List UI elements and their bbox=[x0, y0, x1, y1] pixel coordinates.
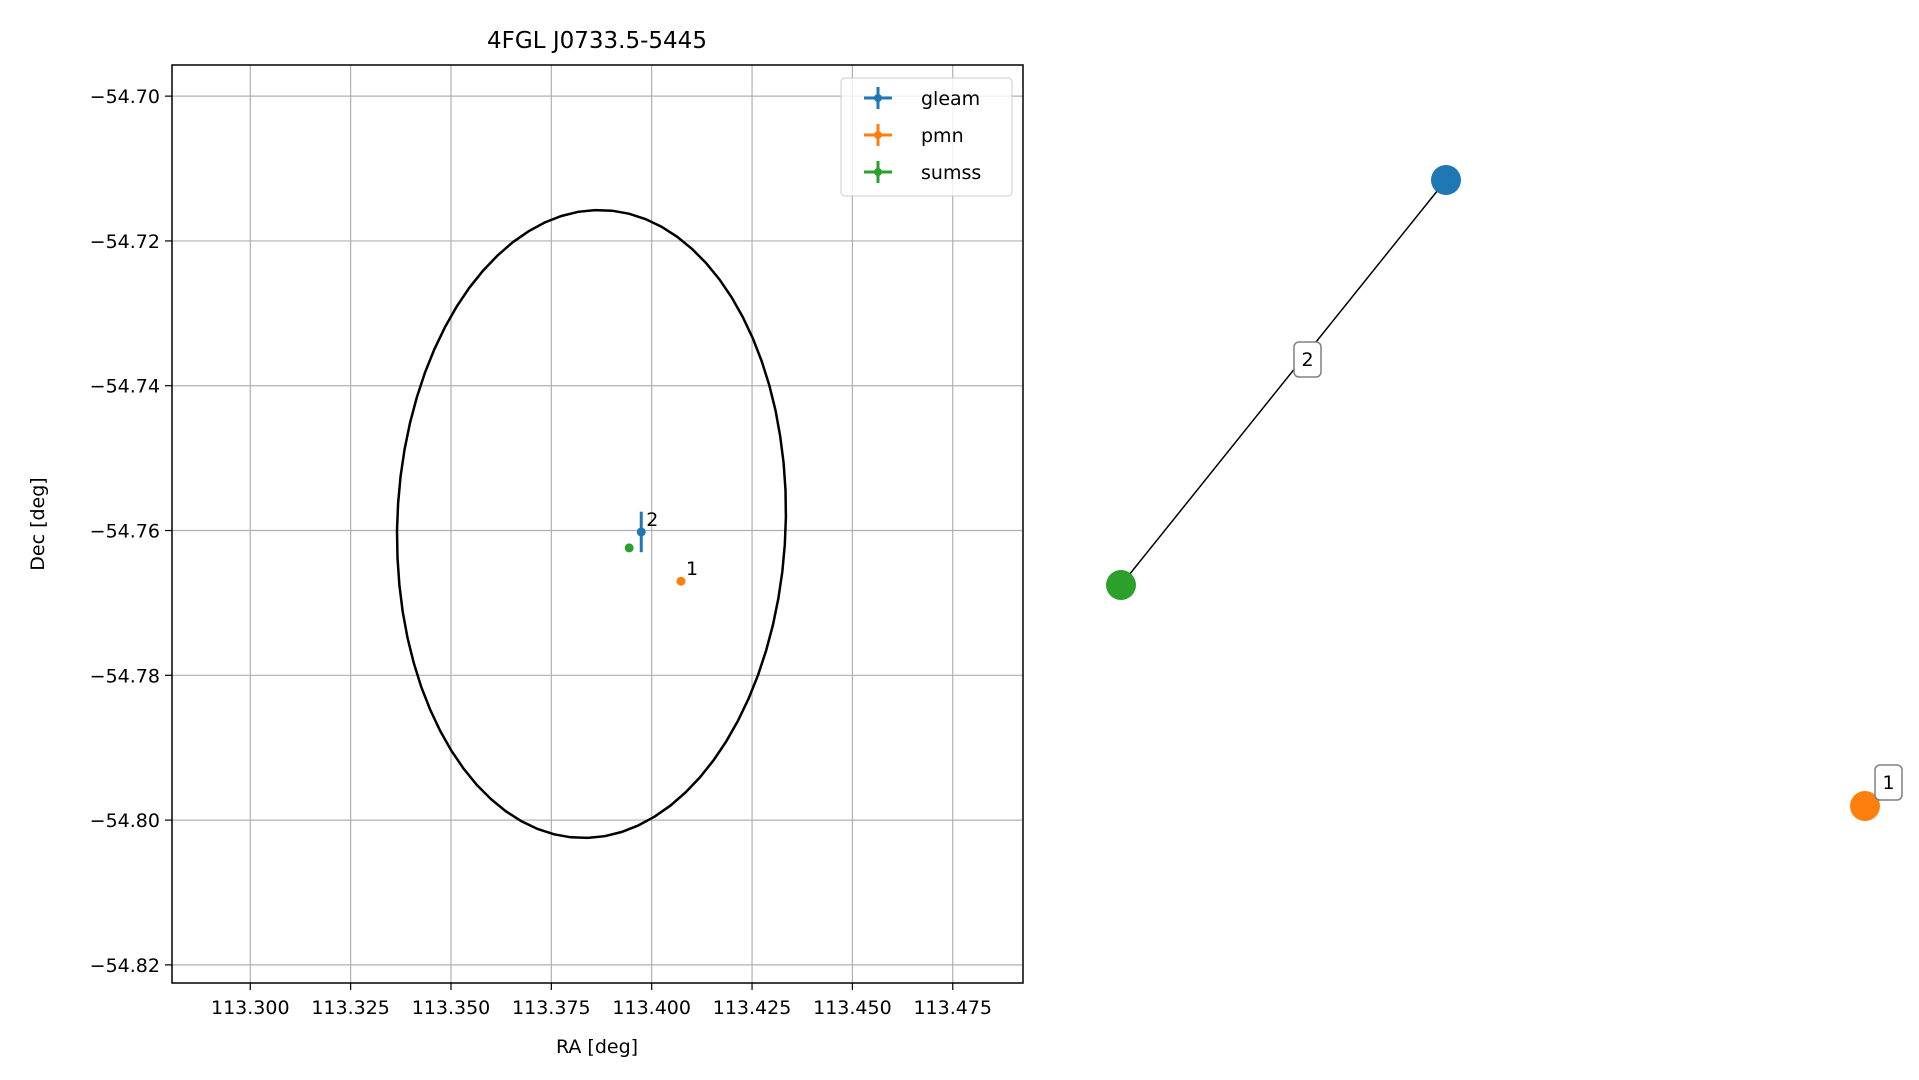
legend-box bbox=[840, 77, 1013, 197]
y-tick-label: −54.78 bbox=[90, 665, 160, 687]
point-sumss bbox=[624, 543, 634, 553]
y-tick-label: −54.74 bbox=[90, 376, 160, 398]
node-pmn bbox=[1850, 791, 1880, 821]
y-tick-label: −54.72 bbox=[90, 231, 160, 253]
x-tick-label: 113.425 bbox=[713, 997, 792, 1019]
grid-lines bbox=[172, 65, 1023, 983]
legend-marker-pmn bbox=[864, 124, 892, 146]
node-gleam bbox=[1431, 165, 1461, 195]
legend-label-sumss: sumss bbox=[921, 162, 981, 184]
legend-marker-sumss bbox=[864, 161, 892, 183]
y-tick-label: −54.80 bbox=[90, 810, 160, 832]
x-axis-ticks: 113.300 113.325 113.350 113.375 113.400 113.4… bbox=[211, 983, 992, 1019]
x-tick-label: 113.325 bbox=[311, 997, 390, 1019]
x-tick-label: 113.475 bbox=[913, 997, 992, 1019]
x-axis-label: RA [deg] bbox=[556, 1036, 638, 1058]
x-tick-label: 113.375 bbox=[512, 997, 591, 1019]
x-tick-label: 113.300 bbox=[211, 997, 290, 1019]
node-sumss bbox=[1106, 570, 1136, 600]
edge-label-box: 2 bbox=[1293, 341, 1322, 378]
node-label-box: 1 bbox=[1874, 764, 1903, 801]
y-tick-label: −54.82 bbox=[90, 955, 160, 977]
legend: gleam pmn sumss bbox=[840, 77, 1013, 197]
point-gleam bbox=[636, 527, 646, 537]
point-label-pmn: 1 bbox=[686, 558, 698, 580]
scatter-chart: 21 113.300 113.325 113.350 113.375 113.400 11… bbox=[27, 28, 1024, 1058]
legend-label-pmn: pmn bbox=[921, 125, 964, 147]
y-axis-label: Dec [deg] bbox=[27, 477, 49, 570]
x-tick-label: 113.450 bbox=[813, 997, 892, 1019]
error-ellipse-layer bbox=[395, 208, 788, 840]
point-label-gleam: 2 bbox=[646, 509, 658, 531]
node-label-pmn: 1 bbox=[1882, 772, 1894, 794]
data-points-layer: 21 bbox=[624, 509, 698, 586]
edge-label: 2 bbox=[1301, 349, 1313, 371]
edge-gleam-sumss bbox=[1120, 179, 1447, 586]
axes-frame bbox=[171, 64, 1024, 984]
y-tick-label: −54.70 bbox=[90, 86, 160, 108]
error-ellipse bbox=[395, 208, 788, 840]
legend-marker-gleam bbox=[864, 87, 892, 109]
x-tick-label: 113.400 bbox=[612, 997, 691, 1019]
y-tick-label: −54.76 bbox=[90, 521, 160, 543]
x-tick-label: 113.350 bbox=[412, 997, 491, 1019]
y-axis-ticks: −54.70 −54.72 −54.74 −54.76 −54.78 −54.80 −54.… bbox=[90, 86, 172, 977]
chart-title: 4FGL J0733.5-5445 bbox=[487, 28, 707, 54]
network-graph: 2 1 bbox=[1106, 165, 1903, 821]
point-pmn bbox=[676, 576, 686, 586]
legend-label-gleam: gleam bbox=[921, 88, 980, 110]
